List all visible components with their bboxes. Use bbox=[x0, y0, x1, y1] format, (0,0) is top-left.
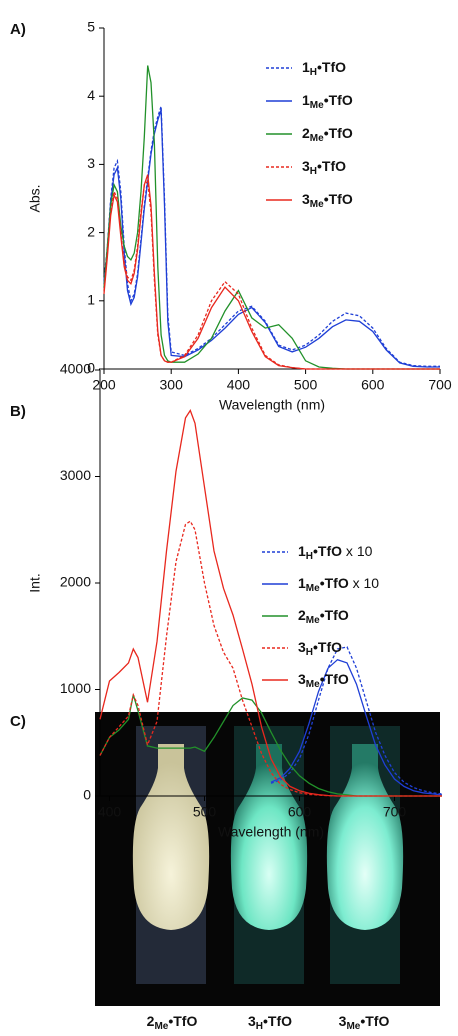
y-axis-label: Int. bbox=[27, 573, 43, 592]
panel-label: A) bbox=[10, 21, 26, 38]
compound-label: 2Me•TfO bbox=[147, 1013, 198, 1032]
y-tick-label: 1 bbox=[87, 292, 95, 308]
compound-label: 3H•TfO bbox=[248, 1013, 292, 1032]
y-tick-label: 0 bbox=[87, 360, 95, 376]
photo bbox=[95, 712, 440, 1006]
series-line bbox=[103, 174, 440, 370]
y-axis-label: Abs. bbox=[27, 184, 43, 212]
vial bbox=[132, 744, 210, 930]
x-axis-label: Wavelength (nm) bbox=[218, 824, 324, 840]
y-tick-label: 2 bbox=[87, 223, 95, 239]
x-tick-label: 400 bbox=[98, 804, 122, 820]
x-tick-label: 200 bbox=[92, 377, 116, 393]
series-line bbox=[103, 65, 440, 370]
y-tick-label: 0 bbox=[83, 787, 91, 803]
panel-label: B) bbox=[10, 403, 26, 420]
compound-label: 3H•TfO bbox=[302, 158, 346, 177]
x-tick-label: 500 bbox=[294, 377, 318, 393]
x-axis-label: Wavelength (nm) bbox=[219, 397, 325, 413]
vial bbox=[326, 744, 404, 930]
y-tick-label: 3 bbox=[87, 155, 95, 171]
series-line bbox=[99, 409, 442, 797]
compound-label: 1H•TfO bbox=[302, 59, 346, 78]
y-tick-label: 2000 bbox=[60, 574, 91, 590]
x-tick-label: 700 bbox=[428, 377, 452, 393]
x-tick-label: 400 bbox=[227, 377, 251, 393]
compound-label: 2Me•TfO bbox=[302, 125, 353, 144]
compound-label: 1Me•TfO bbox=[302, 92, 353, 111]
compound-label: 1H•TfO x 10 bbox=[298, 543, 373, 562]
compound-label: 1Me•TfO x 10 bbox=[298, 575, 379, 594]
x-tick-label: 500 bbox=[193, 804, 217, 820]
x-tick-label: 600 bbox=[288, 804, 312, 820]
compound-label: 3H•TfO bbox=[298, 639, 342, 658]
y-tick-label: 3000 bbox=[60, 467, 91, 483]
x-tick-label: 600 bbox=[361, 377, 385, 393]
compound-label: 3Me•TfO bbox=[339, 1013, 390, 1032]
y-tick-label: 1000 bbox=[60, 680, 91, 696]
vial bbox=[230, 744, 308, 930]
series-line bbox=[270, 658, 443, 796]
compound-label: 2Me•TfO bbox=[298, 607, 349, 626]
compound-label: 3Me•TfO bbox=[298, 671, 349, 690]
y-tick-label: 5 bbox=[87, 19, 95, 35]
y-tick-label: 4000 bbox=[60, 361, 91, 377]
compound-label: 3Me•TfO bbox=[302, 191, 353, 210]
x-tick-label: 700 bbox=[383, 804, 407, 820]
panel-label: C) bbox=[10, 713, 26, 730]
x-tick-label: 300 bbox=[160, 377, 184, 393]
y-tick-label: 4 bbox=[87, 87, 95, 103]
